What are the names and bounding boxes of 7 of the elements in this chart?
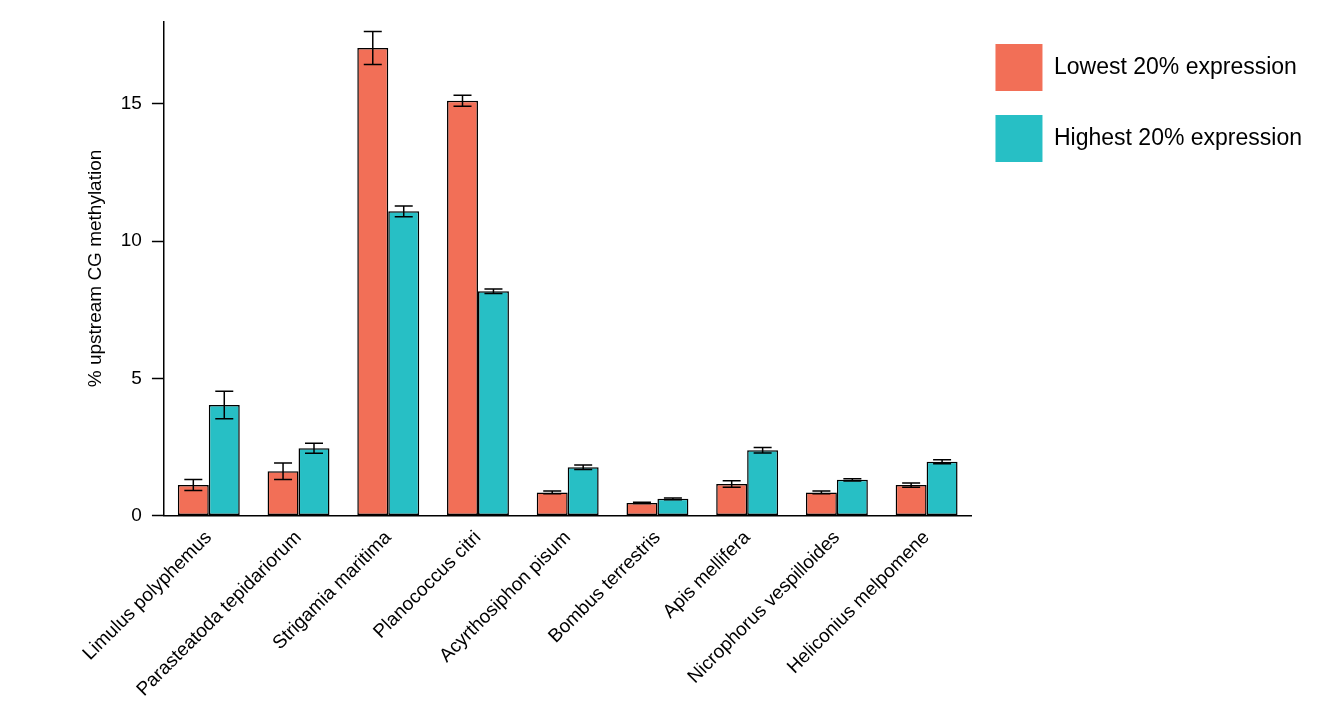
legend-label: Highest 20% expression [1053,123,1303,150]
y-tick-label: 15 [120,91,142,113]
y-tick-label: 5 [131,366,142,388]
y-tick-label: 10 [120,229,142,251]
y-tick-label: 0 [131,503,142,525]
y-axis-title: % upstream CG methylation [83,149,105,388]
legend-label: Lowest 20% expression [1053,52,1297,79]
